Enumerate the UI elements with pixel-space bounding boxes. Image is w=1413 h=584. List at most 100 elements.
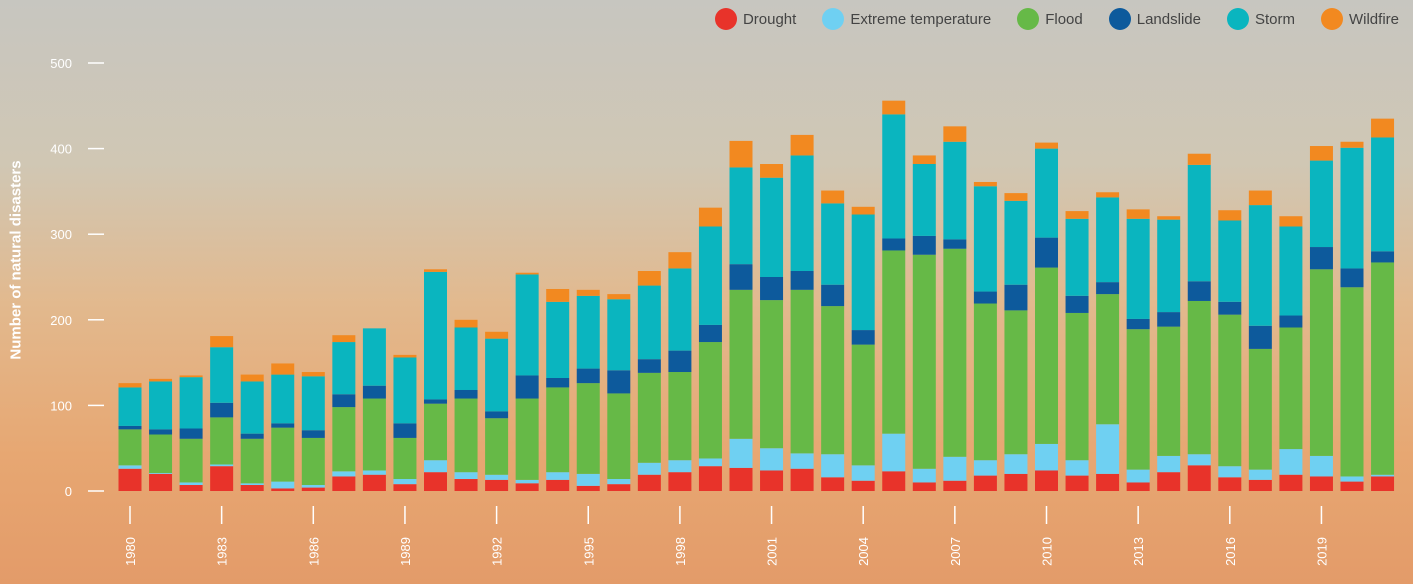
bar-segment-landslide (485, 411, 509, 419)
bar-segment-landslide (332, 394, 356, 408)
legend-item: Flood (1017, 8, 1083, 30)
bar-segment-storm (1126, 218, 1150, 319)
bar-segment-extreme-temperature (271, 481, 295, 489)
bar-segment-wildfire (271, 363, 295, 375)
bar-segment-storm (393, 357, 417, 424)
bar-segment-extreme-temperature (454, 472, 478, 480)
bar-segment-flood (210, 417, 234, 465)
bar-segment-flood (1004, 310, 1028, 455)
bar-segment-flood (1248, 348, 1272, 470)
bar-segment-storm (179, 377, 203, 429)
bar-segment-extreme-temperature (179, 482, 203, 486)
bar-segment-wildfire (729, 140, 753, 168)
bar-segment-drought (515, 483, 539, 491)
bar-segment-wildfire (118, 383, 142, 388)
bar-segment-wildfire (240, 374, 264, 382)
bar-segment-landslide (515, 375, 539, 399)
bar-segment-wildfire (1126, 209, 1150, 219)
bar-segment-drought (149, 473, 173, 491)
bar-segment-extreme-temperature (332, 471, 356, 477)
x-tick-label: 2019 (1314, 537, 1329, 566)
bar-segment-storm (1248, 205, 1272, 326)
bar-segment-extreme-temperature (515, 479, 539, 484)
bar-segment-storm (607, 299, 631, 371)
bar-segment-extreme-temperature (393, 479, 417, 485)
bar-segment-extreme-temperature (1096, 424, 1120, 474)
bar-segment-storm (1340, 147, 1364, 269)
bar-segment-extreme-temperature (1187, 454, 1211, 466)
bar-segment-flood (1065, 312, 1089, 461)
legend-item: Extreme temperature (822, 8, 991, 30)
bar-segment-wildfire (1157, 216, 1181, 220)
bar-segment-flood (668, 372, 692, 461)
y-tick-label: 300 (50, 227, 72, 242)
bar-segment-storm (668, 268, 692, 351)
x-tick-label: 1998 (673, 537, 688, 566)
legend-swatch (1108, 8, 1131, 30)
bar-segment-landslide (607, 370, 631, 394)
bar-segment-wildfire (698, 207, 722, 227)
bar-segment-extreme-temperature (210, 464, 234, 467)
bar-segment-flood (301, 437, 325, 486)
bar-segment-extreme-temperature (1248, 469, 1272, 480)
bar-segment-landslide (637, 359, 661, 373)
bar-segment-landslide (1279, 315, 1303, 328)
bar-segment-landslide (912, 235, 936, 255)
bar-segment-drought (1218, 477, 1242, 491)
bar-segment-wildfire (515, 272, 539, 275)
bar-segment-storm (698, 226, 722, 325)
bar-segment-extreme-temperature (790, 453, 814, 469)
bar-segment-extreme-temperature (637, 462, 661, 475)
x-tick-label: 1995 (581, 537, 596, 566)
bar-segment-drought (576, 485, 600, 491)
bar-segment-drought (760, 470, 784, 491)
y-tick-label: 500 (50, 56, 72, 71)
bar-segment-drought (393, 484, 417, 491)
bar-segment-wildfire (576, 289, 600, 296)
bar-segment-extreme-temperature (301, 485, 325, 488)
bar-segment-wildfire (485, 331, 509, 339)
bar-segment-landslide (760, 277, 784, 301)
bar-segment-landslide (668, 350, 692, 373)
bar-segment-storm (1279, 226, 1303, 316)
bar-segment-extreme-temperature (149, 473, 173, 474)
bar-segment-storm (882, 114, 906, 239)
legend-swatch (1226, 8, 1249, 30)
bar-segment-storm (637, 285, 661, 360)
bar-segment-flood (882, 250, 906, 434)
bar-segment-extreme-temperature (851, 465, 875, 481)
bar-segment-landslide (546, 378, 570, 388)
bar-segment-extreme-temperature (1157, 455, 1181, 473)
legend-label: Wildfire (1348, 10, 1399, 28)
bar-segment-flood (240, 438, 264, 484)
bar-segment-wildfire (973, 181, 997, 187)
bar-segment-flood (1157, 326, 1181, 456)
x-tick-label: 2007 (948, 537, 963, 566)
bar-segment-storm (1371, 137, 1395, 252)
bar-segment-landslide (576, 368, 600, 384)
bar-segment-drought (1309, 476, 1333, 491)
bar-segment-flood (1126, 329, 1150, 470)
bar-segment-flood (515, 398, 539, 480)
bar-segment-storm (118, 387, 142, 426)
bar-segment-landslide (698, 324, 722, 343)
bar-segment-flood (729, 289, 753, 439)
bar-segment-landslide (1126, 318, 1150, 330)
bar-segment-flood (912, 254, 936, 469)
bar-segment-landslide (301, 430, 325, 438)
bar-segment-landslide (1371, 251, 1395, 263)
bar-segment-storm (240, 381, 264, 434)
bar-segment-wildfire (912, 155, 936, 165)
bar-segment-storm (485, 338, 509, 412)
bar-segment-extreme-temperature (1309, 455, 1333, 477)
bar-segment-drought (882, 471, 906, 491)
legend-swatch (1320, 8, 1343, 30)
bar-segment-drought (179, 485, 203, 491)
bar-segment-storm (1096, 197, 1120, 283)
bar-segment-flood (943, 248, 967, 457)
bar-segment-storm (729, 167, 753, 265)
bar-segment-wildfire (1035, 142, 1058, 149)
bar-segment-drought (1004, 473, 1028, 491)
bar-segment-drought (790, 468, 814, 491)
